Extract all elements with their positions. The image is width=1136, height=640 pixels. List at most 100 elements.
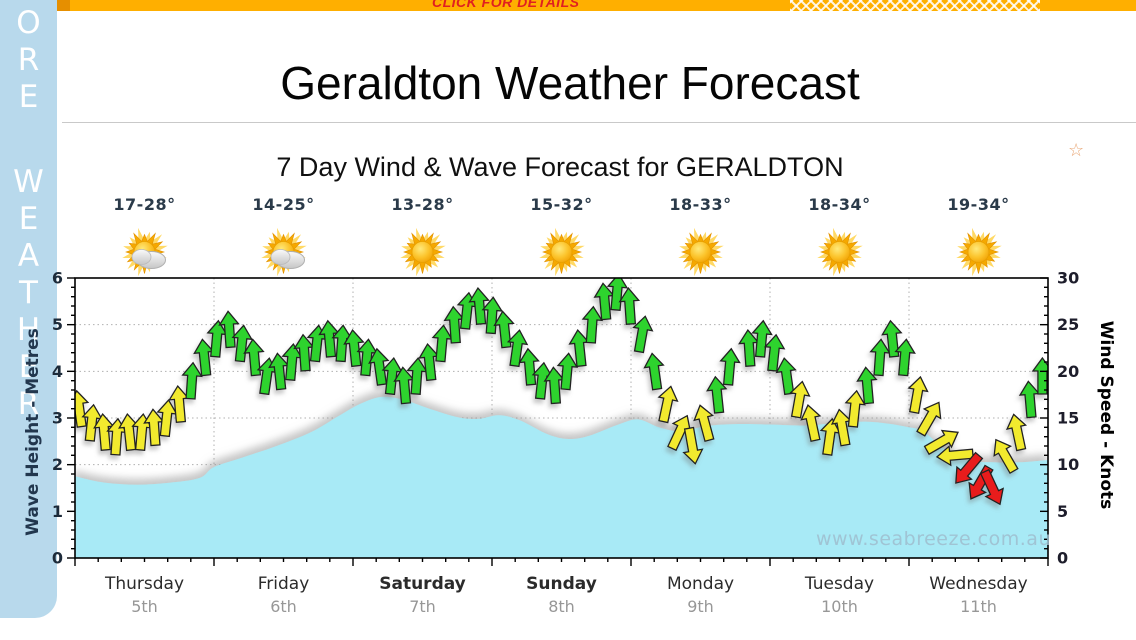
- wind-arrow: [763, 333, 786, 372]
- wind-arrow: [1031, 356, 1048, 395]
- banner-text[interactable]: CLICK FOR DETAILS: [432, 0, 580, 10]
- wind-arrow: [993, 438, 1019, 475]
- banner-notch: [57, 0, 70, 11]
- temp-range-label: 17-28°: [113, 195, 175, 214]
- right-tick-label: 5: [1057, 502, 1068, 521]
- wind-arrow: [955, 451, 984, 484]
- day-name-label: Friday: [258, 574, 310, 594]
- wind-arrow: [243, 338, 265, 377]
- wind-arrow: [632, 315, 654, 354]
- wave-height-area: [75, 396, 1048, 558]
- sun-cloud-icon: [122, 227, 168, 277]
- left-axis-label: Wave Height - Metres: [23, 328, 43, 536]
- sidebar-letter: T: [19, 275, 38, 311]
- day-date-label: 11th: [960, 597, 997, 616]
- wind-arrow: [682, 426, 704, 465]
- favourite-star-icon[interactable]: ☆: [1068, 140, 1085, 161]
- wind-arrow: [693, 404, 715, 443]
- day-date-label: 10th: [821, 597, 858, 616]
- banner-checker-pattern: [790, 0, 1040, 11]
- wind-arrow: [618, 286, 641, 325]
- wind-arrow: [643, 352, 665, 391]
- wind-arrow: [789, 380, 811, 419]
- day-name-label: Sunday: [526, 574, 597, 594]
- wind-arrow: [881, 319, 903, 358]
- right-tick-label: 20: [1057, 362, 1079, 381]
- sun-icon: [817, 227, 863, 277]
- wind-arrow: [343, 329, 365, 368]
- wind-arrow: [719, 347, 741, 386]
- wind-arrow: [218, 310, 240, 349]
- right-tick-label: 25: [1057, 315, 1079, 334]
- day-date-label: 5th: [131, 597, 158, 616]
- day-date-label: 8th: [548, 597, 575, 616]
- wind-arrow: [181, 361, 203, 400]
- wind-arrow: [468, 286, 490, 326]
- sidebar-letter: E: [18, 349, 39, 385]
- right-axis-label: Wind Speed - Knots: [1096, 320, 1116, 510]
- chart-title: 7 Day Wind & Wave Forecast for GERALDTON: [276, 152, 844, 182]
- sun-icon: [539, 227, 585, 277]
- wind-arrow: [368, 347, 390, 386]
- wind-arrow: [844, 389, 866, 428]
- temp-range-label: 13-28°: [391, 195, 453, 214]
- promo-banner[interactable]: CLICK FOR DETAILS: [57, 0, 1136, 11]
- wind-arrow: [556, 352, 579, 391]
- wind-arrow: [231, 324, 253, 363]
- wind-arrow: [856, 366, 878, 405]
- day-name-label: Tuesday: [804, 574, 874, 594]
- right-tick-label: 30: [1057, 269, 1079, 288]
- watermark: www.seabreeze.com.au: [816, 528, 1051, 550]
- left-tick-label: 0: [52, 549, 63, 568]
- left-tick-label: 2: [52, 455, 63, 474]
- temp-range-label: 18-34°: [808, 195, 870, 214]
- temp-range-label: 19-34°: [947, 195, 1009, 214]
- wind-arrow: [518, 347, 540, 386]
- wind-arrow: [935, 444, 974, 467]
- wind-arrow: [894, 338, 916, 377]
- right-tick-label: 0: [1057, 549, 1068, 568]
- wind-arrow: [916, 401, 942, 437]
- wind-arrows: [75, 278, 1048, 506]
- title-divider: [62, 122, 1136, 123]
- wind-arrow: [657, 385, 679, 424]
- sidebar-letter: E: [18, 79, 39, 115]
- temp-range-label: 18-33°: [669, 195, 731, 214]
- temp-range-label: 14-25°: [252, 195, 314, 214]
- wind-arrow: [706, 375, 728, 414]
- plot-frame: [74, 277, 1049, 559]
- left-tick-label: 4: [52, 362, 63, 381]
- wind-arrow: [75, 389, 90, 428]
- left-tick-label: 6: [52, 269, 63, 288]
- wind-arrow: [775, 357, 797, 396]
- sidebar-letter: H: [16, 312, 41, 348]
- sidebar-letter: A: [17, 238, 40, 274]
- wind-arrow: [606, 278, 629, 312]
- sidebar-letter: E: [18, 201, 39, 237]
- wind-arrow: [751, 319, 773, 358]
- day-date-label: 7th: [409, 597, 436, 616]
- day-name-label: Wednesday: [929, 574, 1027, 594]
- sidebar-letter: R: [17, 42, 40, 78]
- day-name-label: Saturday: [379, 574, 466, 594]
- wind-arrow: [869, 338, 891, 377]
- sun-icon: [400, 227, 446, 277]
- wind-arrow: [800, 404, 822, 443]
- wind-arrow: [481, 296, 504, 335]
- left-tick-label: 3: [52, 409, 63, 428]
- sidebar-letter: O: [16, 5, 41, 41]
- sun-cloud-icon: [261, 227, 307, 277]
- wind-arrow: [923, 429, 959, 456]
- wind-arrow: [907, 375, 929, 414]
- temp-range-label: 15-32°: [530, 195, 592, 214]
- page-title: Geraldton Weather Forecast: [280, 57, 860, 109]
- day-name-label: Monday: [667, 574, 734, 594]
- day-name-label: Thursday: [104, 574, 184, 594]
- left-tick-label: 5: [52, 315, 63, 334]
- sidebar-letter: W: [13, 164, 44, 200]
- right-tick-label: 10: [1057, 455, 1079, 474]
- sun-icon: [956, 227, 1002, 277]
